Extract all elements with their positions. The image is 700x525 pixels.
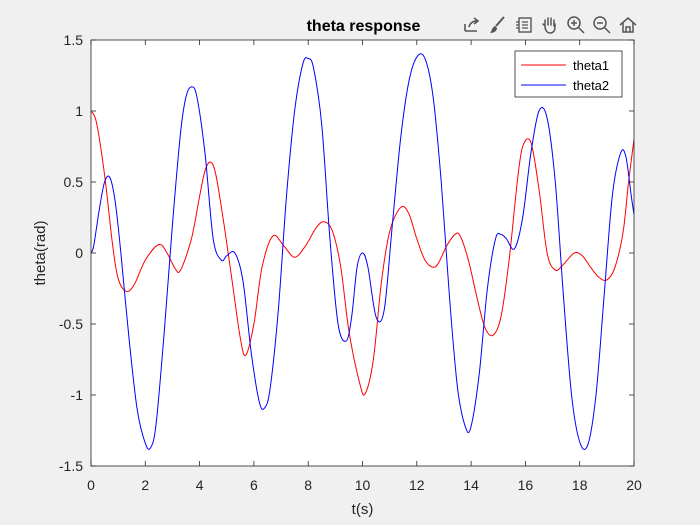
x-tick-label: 8 xyxy=(304,477,312,493)
ticks-layer: 0 2 4 6 8 10 12 14 16 18 20 -1.5 -1 -0.5 0 0.5 1 1.5 xyxy=(59,32,642,493)
series-line-theta2 xyxy=(91,53,634,450)
y-tick-label: -1.5 xyxy=(59,458,83,474)
legend-label-theta2: theta2 xyxy=(573,78,609,93)
pan-icon[interactable] xyxy=(538,13,562,37)
y-tick-label: 1.5 xyxy=(64,32,84,48)
y-tick-label: -1 xyxy=(71,387,84,403)
home-icon[interactable] xyxy=(616,13,640,37)
y-tick-label: 0.5 xyxy=(64,174,84,190)
legend[interactable]: theta1 theta2 xyxy=(514,50,623,98)
zoom-in-icon[interactable] xyxy=(564,13,588,37)
y-tick-label: -0.5 xyxy=(59,316,83,332)
x-tick-label: 10 xyxy=(355,477,371,493)
x-tick-label: 6 xyxy=(250,477,258,493)
export-icon[interactable] xyxy=(460,13,484,37)
legend-label-theta1: theta1 xyxy=(573,58,609,73)
zoom-out-icon[interactable] xyxy=(590,13,614,37)
y-axis-label: theta(rad) xyxy=(32,220,49,285)
legend-toggle-icon[interactable] xyxy=(512,13,536,37)
series-line-theta1 xyxy=(91,110,634,396)
chart-title: theta response xyxy=(307,18,421,35)
brush-icon[interactable] xyxy=(486,13,510,37)
y-tick-label: 0 xyxy=(75,245,83,261)
x-tick-label: 20 xyxy=(626,477,642,493)
x-tick-label: 2 xyxy=(141,477,149,493)
legend-box xyxy=(514,50,623,98)
figure-toolbar xyxy=(460,12,640,38)
y-tick-label: 1 xyxy=(75,103,83,119)
x-tick-label: 0 xyxy=(87,477,95,493)
x-axis-label: t(s) xyxy=(352,501,374,518)
x-tick-label: 4 xyxy=(196,477,204,493)
series-layer xyxy=(91,53,634,450)
x-tick-label: 16 xyxy=(518,477,534,493)
x-tick-label: 14 xyxy=(463,477,479,493)
x-tick-label: 18 xyxy=(572,477,588,493)
x-tick-label: 12 xyxy=(409,477,425,493)
